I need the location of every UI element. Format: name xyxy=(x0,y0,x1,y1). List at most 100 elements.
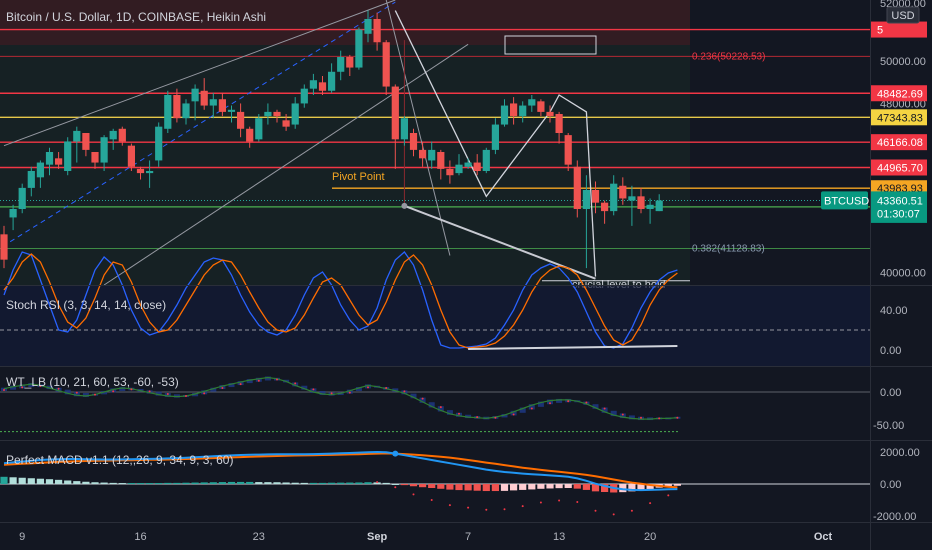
candle[interactable] xyxy=(64,137,72,176)
candle[interactable] xyxy=(419,141,427,167)
price-axis[interactable]: 50000.00 48000.00 40000.00 52000.00 xyxy=(880,0,926,279)
candle[interactable] xyxy=(619,177,627,205)
candle[interactable] xyxy=(628,185,636,226)
candle[interactable] xyxy=(610,175,618,216)
macd-dot xyxy=(521,505,524,508)
candle[interactable] xyxy=(400,116,408,146)
candle[interactable] xyxy=(273,109,281,123)
candle[interactable] xyxy=(36,160,44,188)
candle[interactable] xyxy=(455,154,463,176)
candle[interactable] xyxy=(209,92,217,119)
candle[interactable] xyxy=(491,118,499,155)
candle[interactable] xyxy=(155,122,163,167)
candle[interactable] xyxy=(355,27,363,70)
candle[interactable] xyxy=(91,152,99,169)
candle[interactable] xyxy=(291,97,299,129)
candle[interactable] xyxy=(182,99,190,125)
candle-body xyxy=(364,19,372,34)
macd-hist-bar xyxy=(191,482,199,484)
candle-body xyxy=(209,99,217,106)
candle[interactable] xyxy=(328,63,336,93)
candle[interactable] xyxy=(218,92,226,117)
candle[interactable] xyxy=(655,194,663,212)
candle[interactable] xyxy=(200,78,208,110)
candle[interactable] xyxy=(127,143,135,171)
candle[interactable] xyxy=(237,103,245,138)
candle[interactable] xyxy=(555,111,563,144)
candle[interactable] xyxy=(591,181,600,214)
candle[interactable] xyxy=(346,54,354,76)
candle[interactable] xyxy=(428,141,436,169)
wt-diff-bar xyxy=(101,391,108,395)
candles[interactable] xyxy=(0,10,663,269)
macd-pane[interactable]: 2000.00 0.00 -2000.00 xyxy=(0,447,920,523)
wt2-dot xyxy=(512,413,515,416)
wt-lb-title: WT_LB (10, 21, 60, 53, -60, -53) xyxy=(6,375,179,389)
candle[interactable] xyxy=(0,225,8,269)
candle[interactable] xyxy=(391,84,399,169)
candle[interactable] xyxy=(27,166,35,197)
candle[interactable] xyxy=(601,200,609,224)
wt-diff-bar xyxy=(210,387,217,392)
stoch-rsi-pane[interactable]: 40.00 0.00 xyxy=(0,251,908,366)
macd-hist-bar xyxy=(591,484,600,492)
candle[interactable] xyxy=(437,149,445,180)
candle-body xyxy=(546,111,554,117)
candle[interactable] xyxy=(637,187,645,214)
candle[interactable] xyxy=(573,160,581,218)
candle[interactable] xyxy=(309,73,317,95)
candle[interactable] xyxy=(464,158,472,169)
usd-badge[interactable]: USD xyxy=(886,6,920,24)
wt-diff-bar xyxy=(510,410,517,416)
candle[interactable] xyxy=(546,105,554,123)
candle[interactable] xyxy=(482,147,490,174)
candle-body xyxy=(100,137,108,163)
candle[interactable] xyxy=(282,114,290,131)
candle-body xyxy=(355,29,363,68)
candle[interactable] xyxy=(109,128,117,150)
candle[interactable] xyxy=(82,133,90,157)
candle[interactable] xyxy=(264,103,272,125)
price-pane[interactable]: Bitcoin / U.S. Dollar, 1D, COINBASE, Hei… xyxy=(0,0,870,291)
candle[interactable] xyxy=(519,101,527,123)
candle[interactable] xyxy=(118,126,126,146)
candle-body xyxy=(464,162,472,167)
candle-body xyxy=(109,130,117,140)
candle[interactable] xyxy=(100,135,108,171)
candle[interactable] xyxy=(300,84,308,108)
candle[interactable] xyxy=(473,154,481,176)
candle-body xyxy=(82,133,90,150)
candle-body xyxy=(227,109,236,112)
candle[interactable] xyxy=(136,166,145,180)
candle[interactable] xyxy=(582,175,590,269)
candle[interactable] xyxy=(164,90,172,133)
candle[interactable] xyxy=(73,126,81,163)
candle[interactable] xyxy=(173,88,181,123)
candle[interactable] xyxy=(564,133,572,171)
candle[interactable] xyxy=(373,12,381,51)
candle[interactable] xyxy=(255,114,263,142)
candle[interactable] xyxy=(18,183,26,214)
candle[interactable] xyxy=(45,147,54,176)
candle[interactable] xyxy=(528,95,536,112)
candle[interactable] xyxy=(337,50,345,81)
wt-lb-pane[interactable]: 0.00 -50.00 xyxy=(0,376,904,433)
candle[interactable] xyxy=(246,126,254,148)
candle[interactable] xyxy=(409,128,418,157)
candle[interactable] xyxy=(510,97,518,125)
candle[interactable] xyxy=(537,99,545,117)
candle[interactable] xyxy=(318,76,327,95)
candle[interactable] xyxy=(500,99,509,127)
candle[interactable] xyxy=(364,10,372,43)
candle[interactable] xyxy=(227,105,236,123)
time-axis[interactable]: 91623Sep71320Oct11 xyxy=(19,531,932,543)
candle[interactable] xyxy=(9,204,17,231)
candle[interactable] xyxy=(55,152,63,169)
candle[interactable] xyxy=(646,198,654,224)
candle[interactable] xyxy=(446,160,454,184)
macd-hist-bar xyxy=(473,484,481,491)
candle[interactable] xyxy=(146,160,154,188)
candle[interactable] xyxy=(191,84,199,121)
candle[interactable] xyxy=(382,40,390,95)
